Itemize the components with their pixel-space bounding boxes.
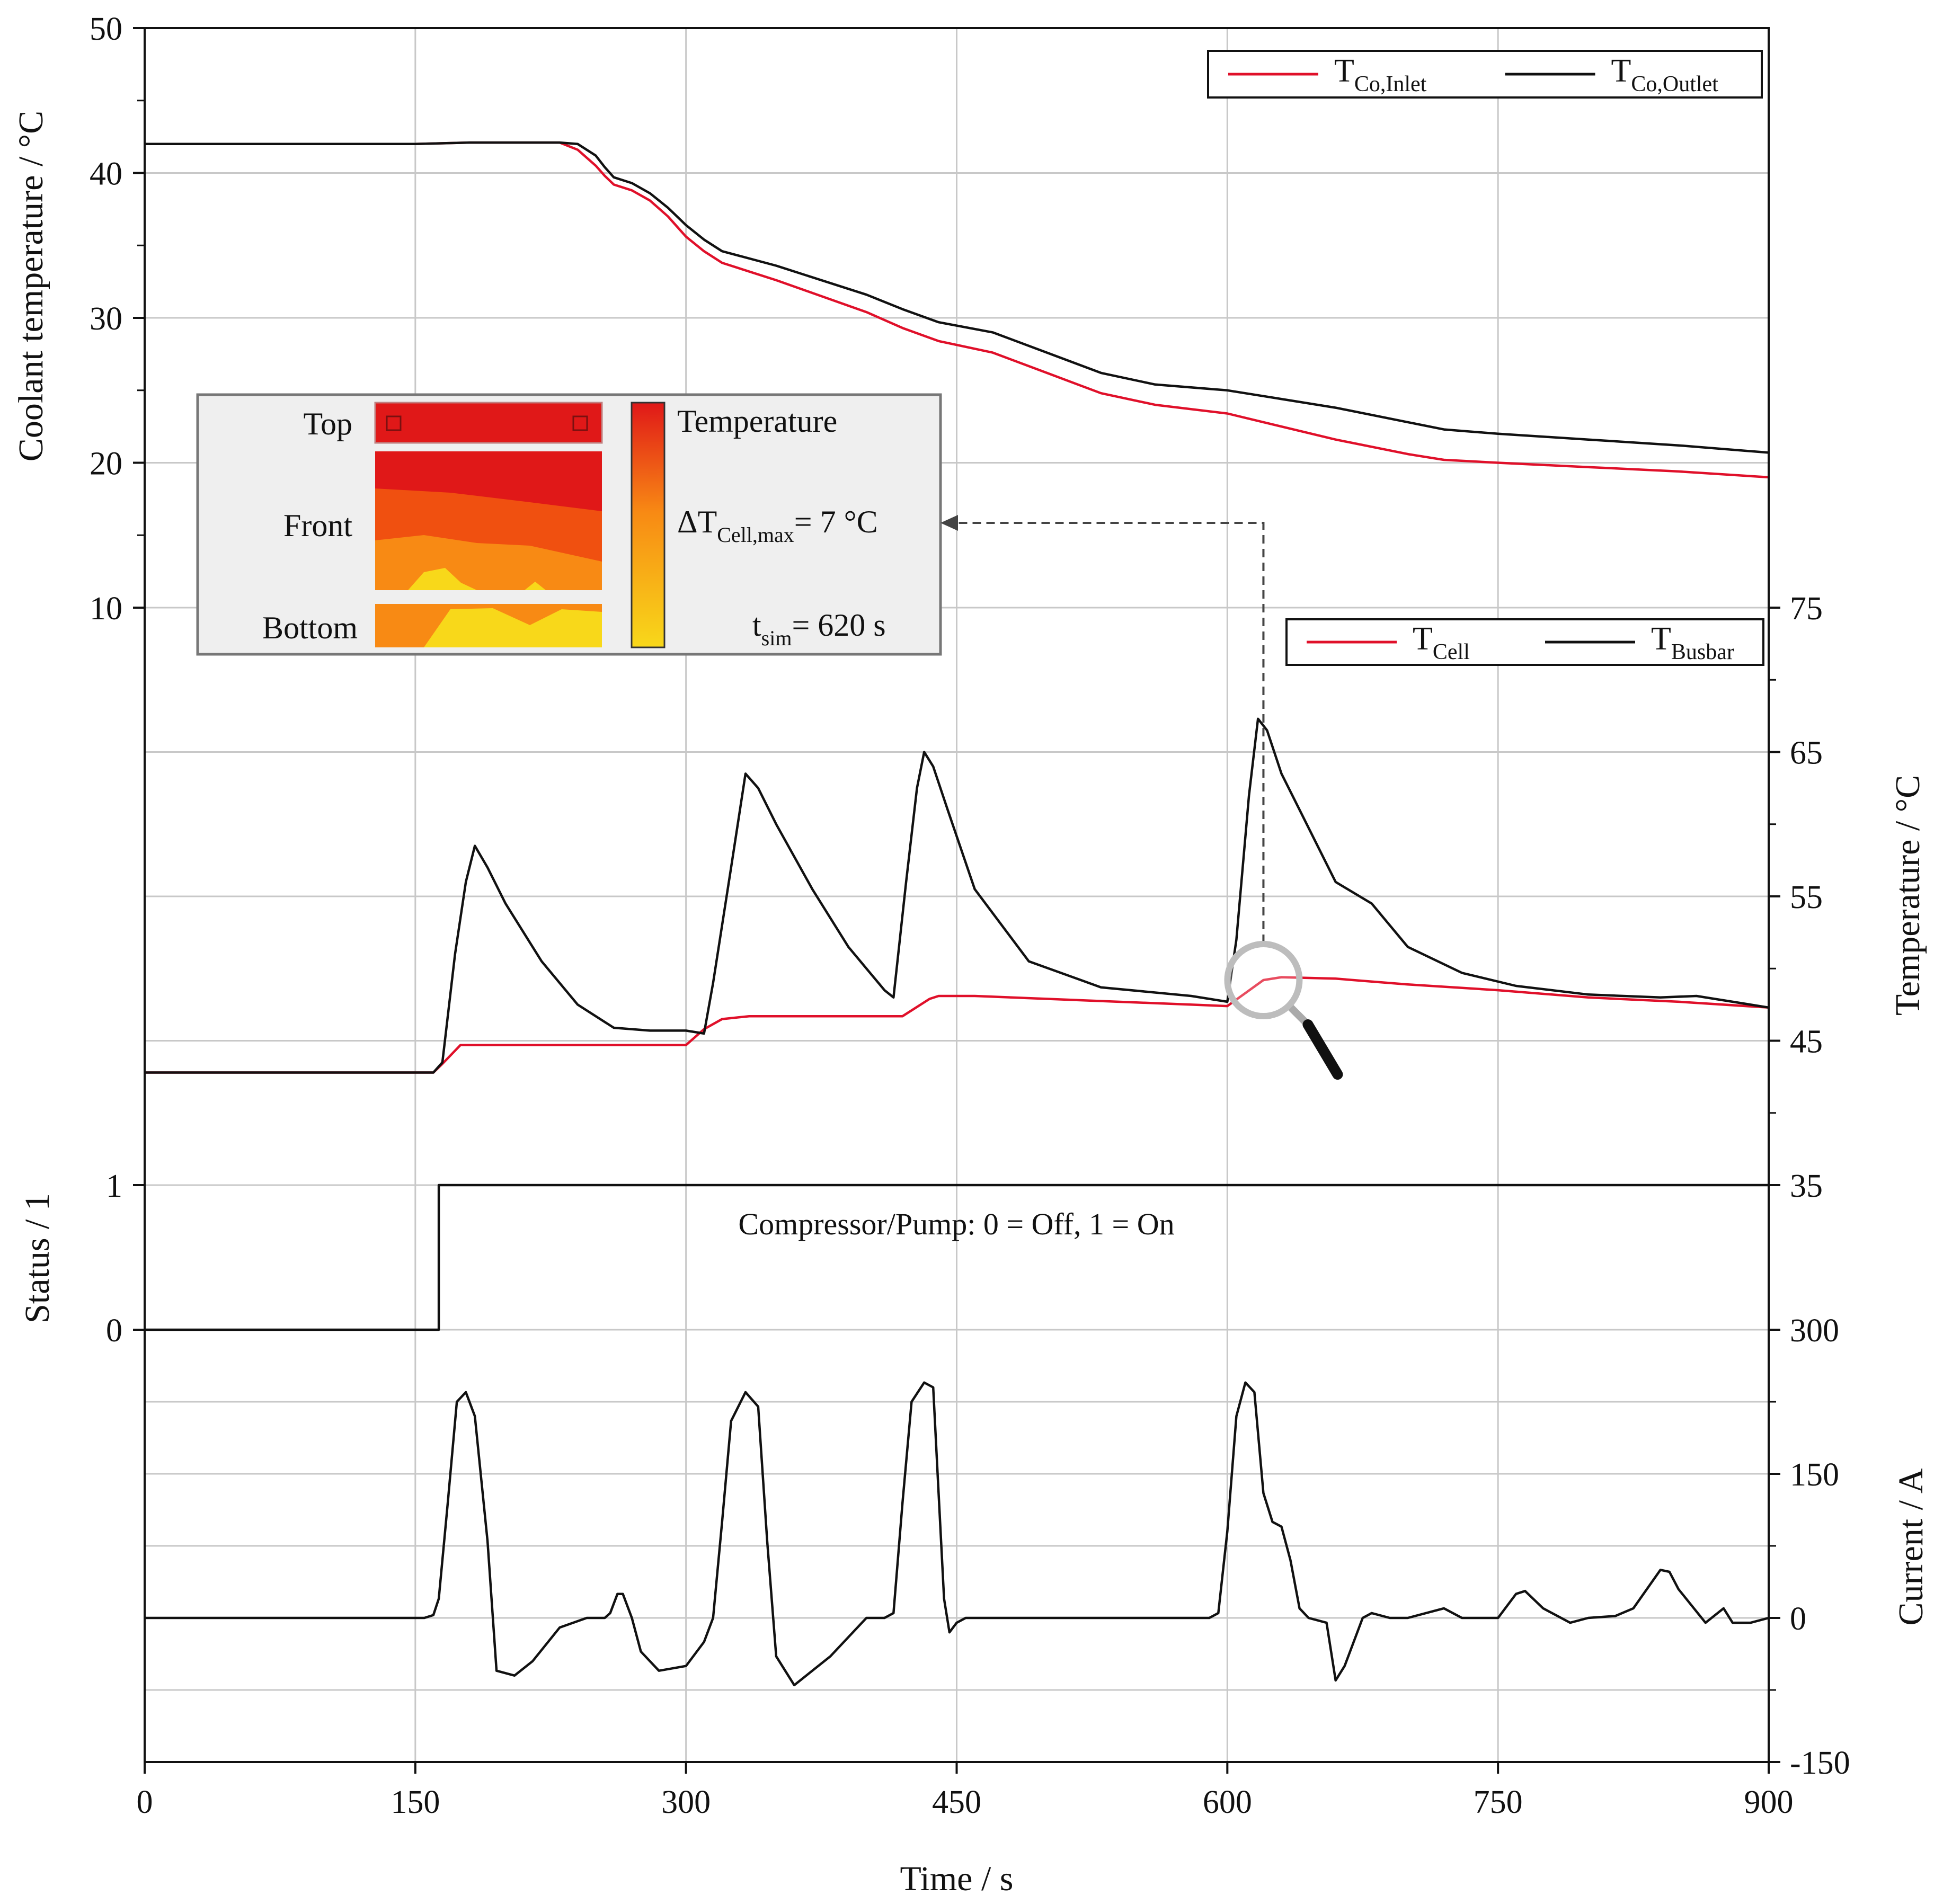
magnifier-icon [1224, 941, 1343, 1080]
status-annotation: Compressor/Pump: 0 = Off, 1 = On [738, 1207, 1174, 1241]
legend-entry-1: TCo,Outlet [1611, 53, 1719, 96]
y-tick-label-current: 150 [1790, 1457, 1839, 1493]
top-face-marker [572, 415, 588, 431]
y-tick-label-temperature: 35 [1790, 1168, 1823, 1204]
inset-label-front: Front [283, 508, 352, 543]
y-tick-label-current: 0 [1790, 1601, 1806, 1637]
y-tick-label-status: 0 [106, 1313, 122, 1349]
legend-temperature: TCell TBusbar [1285, 618, 1764, 666]
top-face-view [374, 402, 603, 444]
front-face-cool-zone [525, 582, 546, 590]
inset-delta-text-rest: = 7 °C [794, 504, 878, 539]
y-tick-label-status: 1 [106, 1168, 122, 1204]
y-axis-title-status: Status / 1 [18, 1193, 57, 1323]
inset-tsim-text-rest: = 620 s [792, 608, 885, 643]
legend-entry-1-main: T [1651, 621, 1671, 657]
x-tick-label: 300 [661, 1784, 711, 1820]
inset-delta-text-main: ΔT [677, 504, 717, 539]
y-axis-title-coolant: Coolant temperature / °C [12, 111, 50, 461]
top-face-marker [386, 415, 402, 431]
bottom-face-cool-zone [424, 608, 602, 647]
series-line-status-0 [145, 1184, 1769, 1331]
series-line-temperature-0 [145, 976, 1769, 1074]
x-axis-title: Time / s [900, 1859, 1014, 1898]
y-tick-label-temperature: 55 [1790, 879, 1823, 915]
x-tick-label: 450 [932, 1784, 981, 1820]
x-tick-label: 600 [1203, 1784, 1252, 1820]
x-tick-label: 900 [1744, 1784, 1794, 1820]
colorbar-title: Temperature [677, 404, 837, 439]
magnifier-lens [1224, 941, 1303, 1020]
series-line-current-0 [145, 1381, 1769, 1687]
series-line-temperature-1 [145, 717, 1769, 1074]
legend-entry-0: TCo,Inlet [1334, 53, 1427, 96]
series-layer [145, 141, 1769, 1687]
legend-entry-1-main: T [1611, 53, 1631, 89]
inset-tsim-text-main: t [752, 608, 761, 643]
inset-layer: Top Front Bottom Temperature ΔTCell,max= 7 °… [196, 393, 1343, 1080]
grid-lines [145, 28, 1769, 1762]
legend-entry-0-sub: Co,Inlet [1354, 72, 1427, 96]
colorbar [631, 402, 666, 648]
y-axis-title-temperature: Temperature / °C [1888, 775, 1927, 1016]
inset-delta-text-sub: Cell,max [717, 523, 794, 547]
y-tick-label-coolant: 30 [90, 301, 122, 337]
y-axis-title-current: Current / A [1892, 1468, 1930, 1625]
inset-label-top: Top [304, 406, 352, 441]
legend-entry-1: TBusbar [1651, 621, 1734, 664]
y-tick-label-coolant: 50 [90, 11, 122, 47]
y-tick-label-coolant: 10 [90, 591, 122, 627]
series-line-coolant-1 [145, 141, 1769, 454]
series-line-coolant-0 [145, 141, 1769, 479]
inset-tsim-text: tsim= 620 s [752, 608, 886, 650]
legend-entry-0-main: T [1413, 621, 1433, 657]
x-tick-label: 150 [391, 1784, 440, 1820]
y-tick-label-coolant: 40 [90, 156, 122, 192]
legend-entry-1-sub: Co,Outlet [1631, 72, 1718, 96]
inset-label-bottom: Bottom [262, 610, 358, 645]
inset-delta-text: ΔTCell,max= 7 °C [677, 504, 878, 547]
inset-tsim-text-sub: sim [761, 626, 792, 650]
legend-entry-1-sub: Busbar [1671, 640, 1734, 664]
legend-entry-0: TCell [1413, 621, 1470, 664]
y-tick-label-coolant: 20 [90, 446, 122, 482]
x-tick-label: 750 [1474, 1784, 1523, 1820]
legend-entry-0-sub: Cell [1433, 640, 1470, 664]
y-tick-label-current: 300 [1790, 1313, 1839, 1349]
pointer-line [951, 522, 1265, 944]
legend-coolant: TCo,Inlet TCo,Outlet [1207, 50, 1763, 99]
legend-entry-0-main: T [1334, 53, 1354, 89]
x-tick-label: 0 [137, 1784, 153, 1820]
y-tick-label-temperature: 75 [1790, 591, 1823, 627]
y-tick-label-current: -150 [1790, 1745, 1850, 1781]
y-tick-label-temperature: 45 [1790, 1024, 1823, 1060]
front-face-hot-zone [375, 451, 602, 511]
y-tick-label-temperature: 65 [1790, 735, 1823, 771]
pointer-arrowhead [941, 515, 958, 531]
front-face-cool-zone [408, 568, 477, 590]
magnifier-handle [1302, 1019, 1343, 1080]
